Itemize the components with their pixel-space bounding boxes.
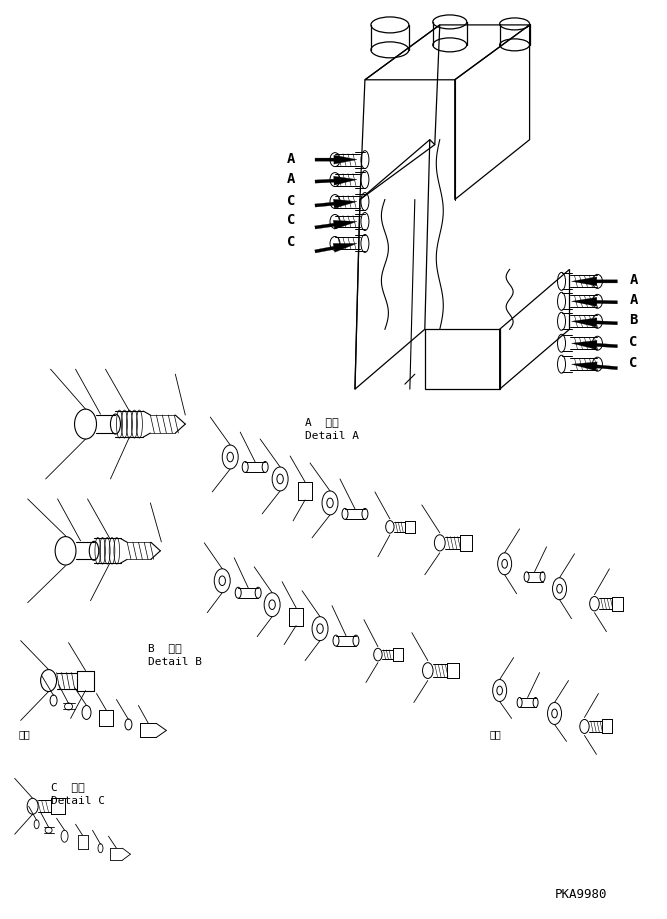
Text: Detail A: Detail A — [305, 431, 359, 440]
Polygon shape — [572, 341, 618, 350]
Text: A: A — [287, 152, 295, 165]
Text: A: A — [630, 273, 638, 287]
Text: C  詳細: C 詳細 — [51, 781, 84, 791]
Polygon shape — [315, 200, 357, 209]
Text: ・・: ・・ — [490, 729, 502, 739]
Text: C: C — [287, 213, 295, 227]
Text: C: C — [287, 235, 295, 249]
Text: C: C — [287, 193, 295, 208]
Text: C: C — [630, 356, 638, 369]
Polygon shape — [572, 319, 618, 327]
Text: B: B — [630, 313, 638, 327]
Polygon shape — [572, 362, 618, 371]
Polygon shape — [315, 244, 357, 254]
Text: A  詳細: A 詳細 — [305, 416, 339, 426]
Polygon shape — [315, 156, 357, 165]
Polygon shape — [315, 221, 357, 230]
Polygon shape — [315, 177, 357, 186]
Text: ・・: ・・ — [19, 729, 31, 739]
Text: PKA9980: PKA9980 — [554, 887, 607, 900]
Text: A: A — [630, 293, 638, 307]
Text: Detail C: Detail C — [51, 796, 105, 805]
Text: B  詳細: B 詳細 — [148, 641, 182, 652]
Text: C: C — [630, 335, 638, 349]
Text: A: A — [287, 172, 295, 186]
Polygon shape — [572, 298, 618, 307]
Polygon shape — [572, 278, 618, 287]
Text: Detail B: Detail B — [148, 656, 202, 666]
